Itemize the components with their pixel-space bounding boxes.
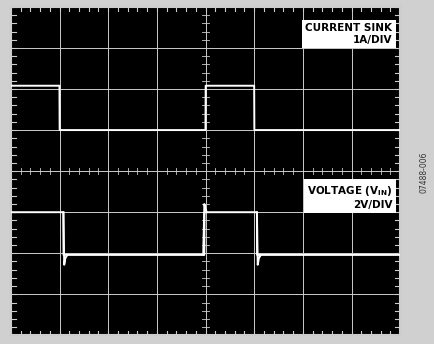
- Text: VOLTAGE (V$_{\mathregular{IN}}$)
2V/DIV: VOLTAGE (V$_{\mathregular{IN}}$) 2V/DIV: [306, 184, 391, 210]
- Text: 07488-006: 07488-006: [419, 151, 427, 193]
- Text: CURRENT SINK
1A/DIV: CURRENT SINK 1A/DIV: [305, 23, 391, 45]
